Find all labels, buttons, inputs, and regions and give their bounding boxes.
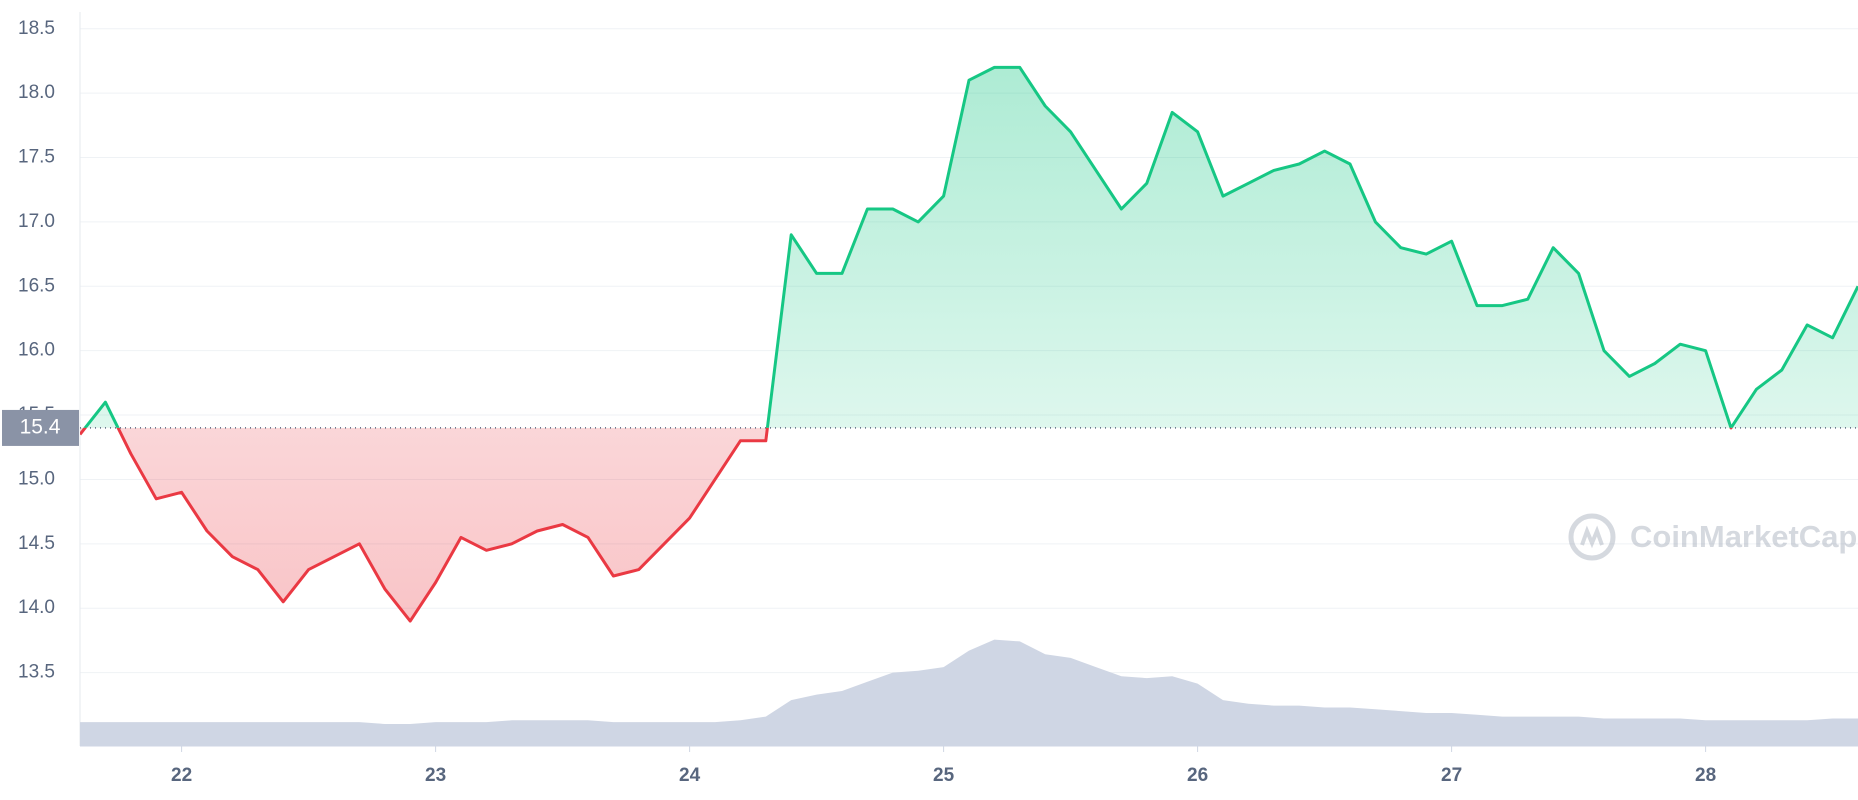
y-tick-label: 18.5	[18, 18, 55, 39]
watermark-logo-mark	[1580, 525, 1604, 549]
y-tick-label: 14.5	[18, 533, 55, 554]
x-tick-label: 23	[425, 765, 446, 786]
y-tick-label: 14.0	[18, 597, 55, 618]
watermark-text: CoinMarketCap	[1630, 519, 1857, 554]
baseline-label: 15.4	[20, 415, 61, 438]
x-tick-label: 25	[933, 765, 955, 786]
price-line-up	[83, 65, 1858, 428]
y-tick-label: 17.0	[18, 211, 55, 232]
x-tick-label: 26	[1187, 765, 1208, 786]
y-tick-label: 13.5	[18, 662, 55, 683]
watermark-logo	[1568, 513, 1616, 561]
volume-area	[80, 639, 1858, 746]
price-line-down	[80, 427, 1733, 623]
watermark: CoinMarketCap	[1568, 513, 1857, 561]
y-tick-label: 17.5	[18, 147, 55, 168]
price-area-down	[80, 427, 768, 622]
x-tick-label: 27	[1441, 765, 1462, 786]
y-tick-label: 15.0	[18, 468, 55, 489]
y-tick-label: 18.0	[18, 82, 55, 103]
y-tick-label: 16.5	[18, 275, 55, 296]
x-tick-label: 22	[171, 765, 192, 786]
x-tick-label: 24	[679, 765, 701, 786]
y-tick-label: 16.0	[18, 340, 55, 361]
baseline-label-box	[2, 409, 79, 446]
price-area-up	[80, 67, 1858, 428]
x-tick-label: 28	[1695, 765, 1716, 786]
